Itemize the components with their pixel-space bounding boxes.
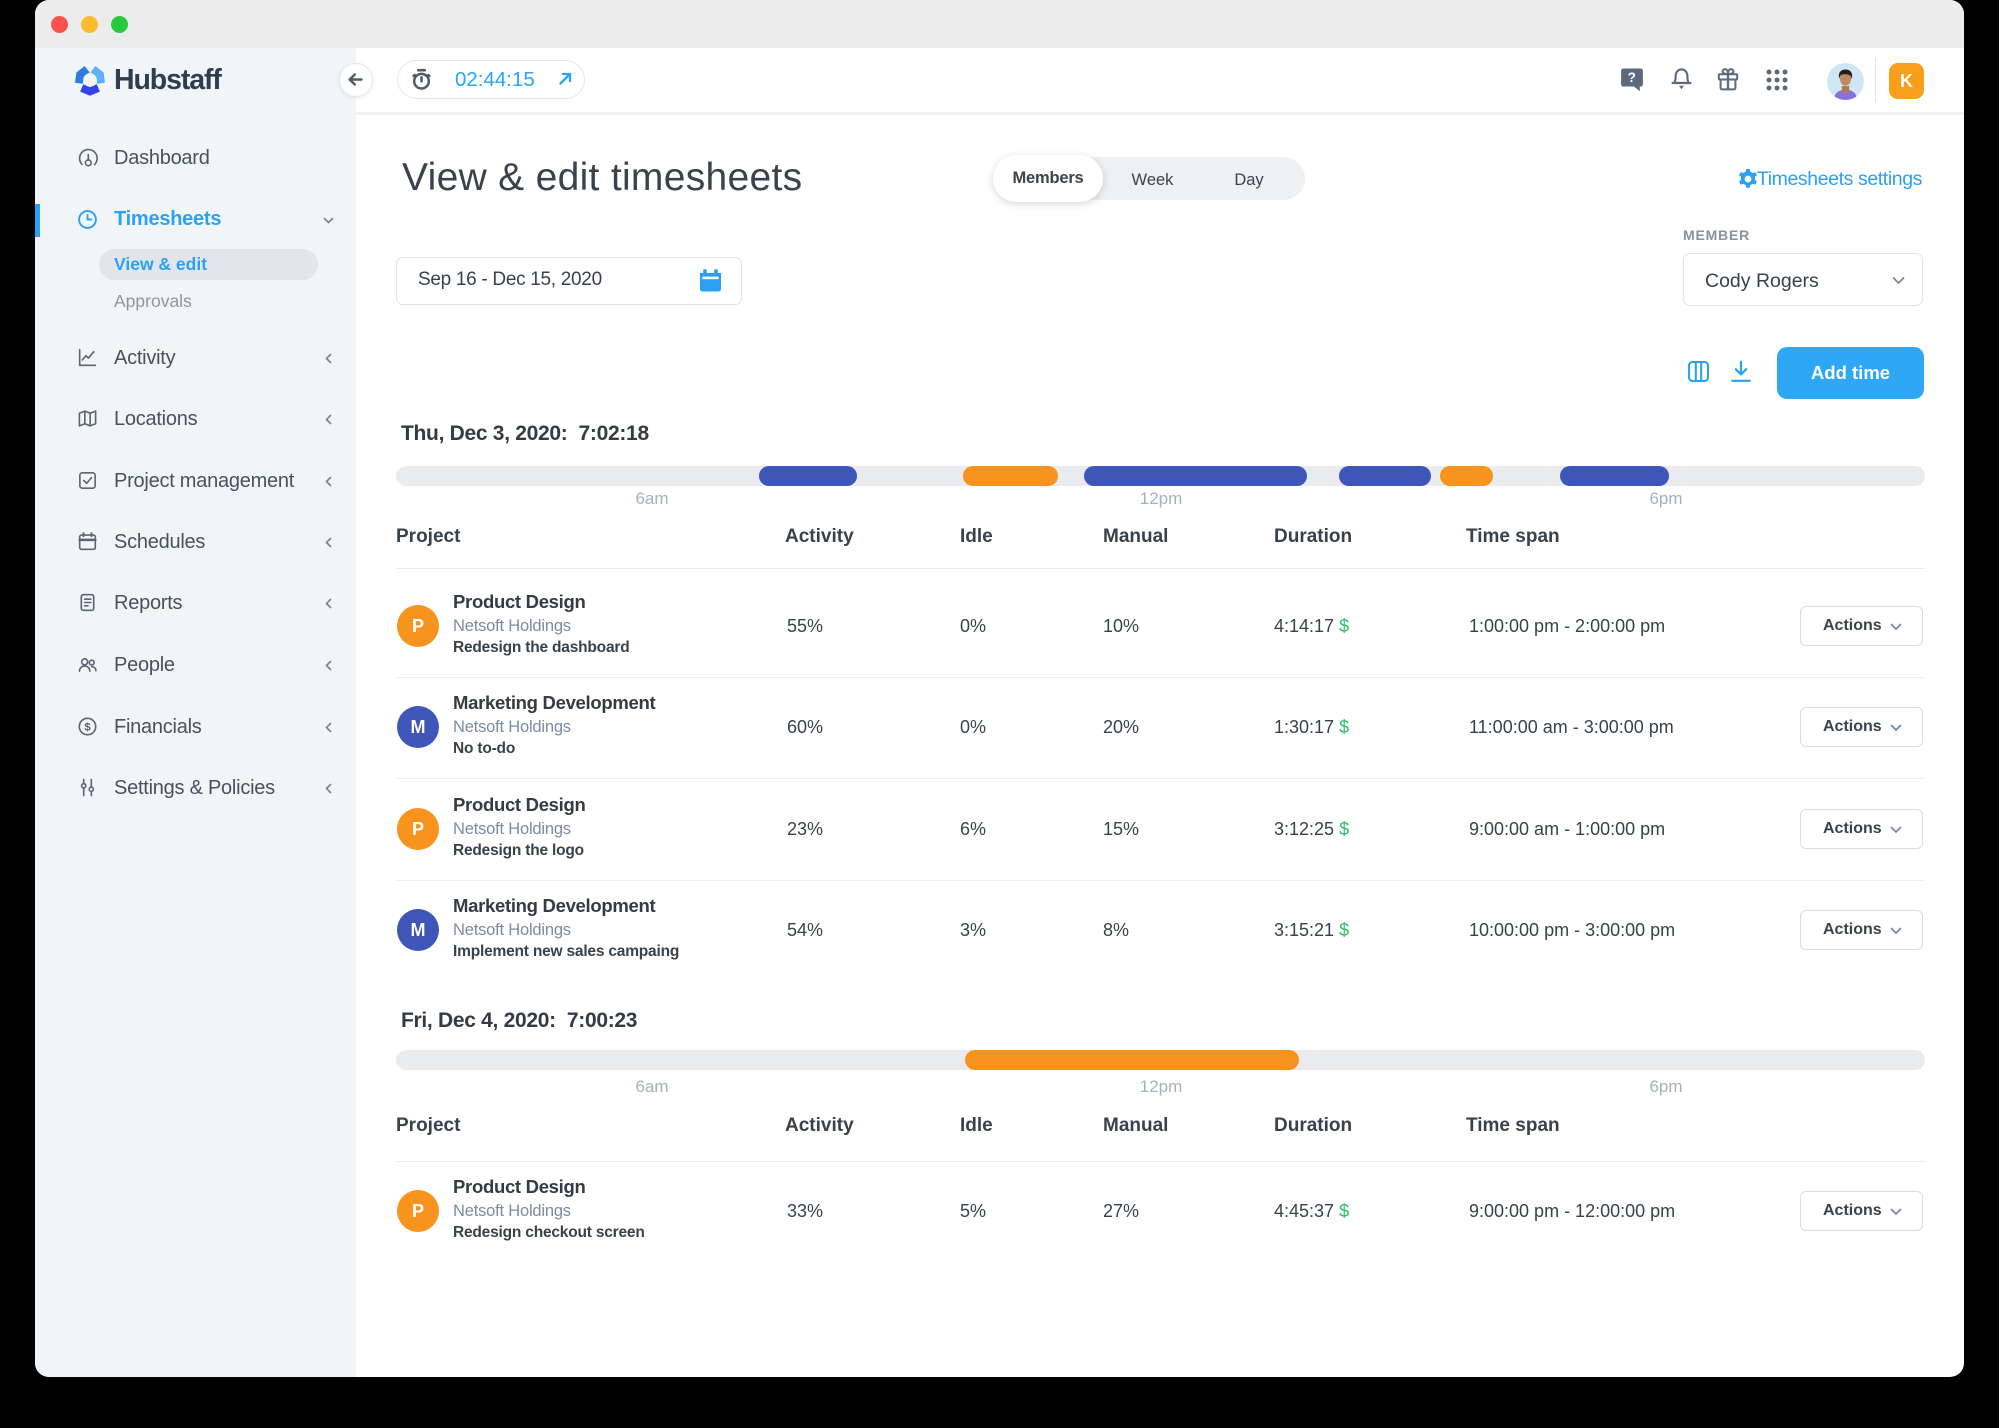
svg-text:?: ? <box>1628 70 1636 85</box>
svg-text:$: $ <box>84 722 91 734</box>
